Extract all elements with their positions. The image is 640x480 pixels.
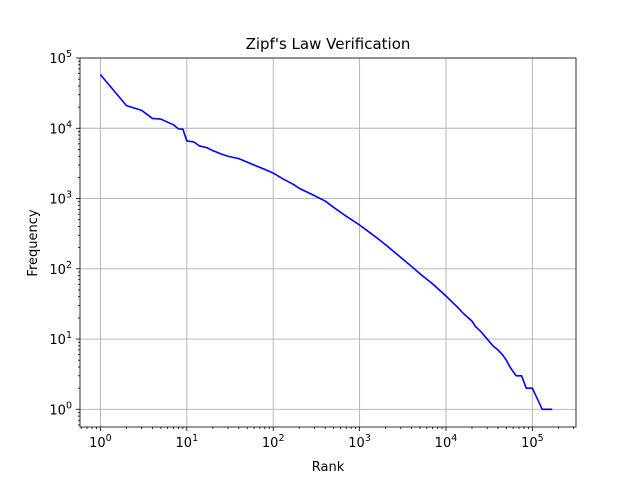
y-tick-label: 101 bbox=[49, 330, 72, 348]
chart-title: Zipf's Law Verification bbox=[246, 35, 411, 53]
y-tick-label: 104 bbox=[49, 119, 72, 137]
x-tick-label: 103 bbox=[348, 433, 371, 451]
x-tick-label: 105 bbox=[521, 433, 544, 451]
y-axis-ticks: 100 101 102 103 104 105 bbox=[49, 49, 80, 426]
plot-frame bbox=[79, 57, 577, 428]
data-series bbox=[99, 74, 553, 411]
x-tick-label: 100 bbox=[89, 433, 112, 451]
x-tick-label: 101 bbox=[176, 433, 199, 451]
x-tick-label: 102 bbox=[262, 433, 285, 451]
y-tick-label: 100 bbox=[49, 400, 72, 418]
frequency-rank-line bbox=[99, 74, 553, 411]
x-tick-label: 104 bbox=[435, 433, 458, 451]
y-tick-label: 102 bbox=[49, 260, 72, 278]
y-tick-label: 105 bbox=[49, 49, 72, 67]
y-tick-label: 103 bbox=[49, 190, 72, 208]
y-axis-label: Frequency bbox=[26, 209, 41, 276]
x-axis-label: Rank bbox=[312, 460, 345, 475]
x-axis-ticks: 100 101 102 103 104 105 bbox=[80, 427, 574, 451]
